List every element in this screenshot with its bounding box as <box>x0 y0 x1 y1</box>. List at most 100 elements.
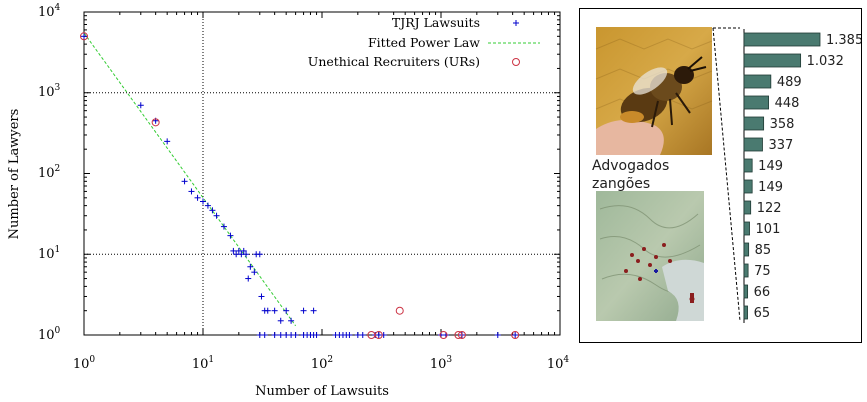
lawsuit-point <box>264 307 271 314</box>
bar-value-label: 75 <box>754 264 771 279</box>
lawsuit-point <box>288 317 295 324</box>
legend: TJRJ Lawsuits Fitted Power Law Unethical… <box>308 15 540 69</box>
lawsuit-point <box>258 293 265 300</box>
x-tick-label: 103 <box>430 355 453 372</box>
caption-line-2: zangões <box>592 176 651 192</box>
lawsuit-point <box>442 332 449 338</box>
x-tick-label: 102 <box>311 355 333 372</box>
lawsuits-loglog-chart: 100 101 102 103 104 100 101 102 103 104 … <box>7 3 570 399</box>
y-tick-label: 101 <box>38 245 60 262</box>
recruiter-point <box>454 331 463 339</box>
y-tick-label: 100 <box>38 326 61 343</box>
lawsuit-point <box>81 33 87 40</box>
ranking-bar <box>743 158 753 173</box>
y-axis-label: Number of Lawyers <box>7 109 22 240</box>
lawsuit-point <box>213 212 220 219</box>
x-axis-label: Number of Lawsuits <box>255 384 389 399</box>
ranking-bar <box>743 242 750 257</box>
bar-value-label: 489 <box>777 75 802 90</box>
lawsuit-point <box>313 332 320 338</box>
lawsuit-point <box>256 251 263 258</box>
lawsuit-point <box>181 178 188 185</box>
connector-lines <box>712 27 741 322</box>
ranking-bar <box>743 74 772 89</box>
y-tick-label: 103 <box>38 83 61 100</box>
inset-artwork: 1.385 1.032 489 448 358 337 149 149 122 101 85 75 66… <box>595 27 862 323</box>
ranking-bar <box>743 53 802 68</box>
bar-value-label: 337 <box>768 138 793 153</box>
ranking-bar <box>743 137 763 152</box>
lawsuit-point <box>243 251 250 258</box>
caption-line-1: Advogados <box>592 158 670 174</box>
lawsuit-point <box>230 247 237 254</box>
x-tick-label: 104 <box>547 355 570 372</box>
legend-symbol-circle <box>512 58 520 66</box>
legend-symbol-plus <box>513 20 519 26</box>
recruiter-point <box>439 331 448 339</box>
data-points <box>80 32 520 339</box>
legend-label-urs: Unethical Recruiters (URs) <box>308 54 480 69</box>
recruiter-point <box>511 331 520 339</box>
lawsuit-point <box>380 332 387 338</box>
lawsuit-point <box>277 332 284 338</box>
ranking-bar <box>743 305 748 320</box>
lawsuit-point <box>271 307 278 314</box>
bar-value-label: 66 <box>754 285 771 300</box>
recruiter-point <box>374 331 383 339</box>
lawsuit-point <box>227 232 234 239</box>
lawsuit-point <box>164 138 171 145</box>
grid-lines <box>84 12 560 335</box>
bee-photo <box>595 27 713 155</box>
lawsuit-point <box>137 102 144 109</box>
fitted-power-law-line <box>83 32 297 327</box>
ranking-bar <box>743 200 752 215</box>
bar-value-label: 448 <box>775 96 800 111</box>
lawsuit-point <box>300 307 307 314</box>
lawsuit-point <box>271 332 278 338</box>
ranking-bar <box>743 179 753 194</box>
ranking-bar <box>743 221 750 236</box>
legend-symbols <box>488 20 540 66</box>
recruiter-point <box>457 331 466 339</box>
bar-value-label: 101 <box>756 222 781 237</box>
lawsuit-point <box>359 332 366 338</box>
y-tick-label: 104 <box>38 3 61 20</box>
x-tick-label: 100 <box>73 355 96 372</box>
lawsuit-point <box>346 332 353 338</box>
lawsuit-point <box>512 332 519 338</box>
legend-label-fitted: Fitted Power Law <box>368 35 480 50</box>
ranking-bar-chart: 1.385 1.032 489 448 358 337 149 149 122 101 85 75 66… <box>743 29 862 323</box>
lawsuit-point <box>194 194 201 201</box>
y-tick-label: 102 <box>38 164 60 181</box>
lawsuit-point <box>220 223 227 230</box>
ranking-bar <box>743 95 769 110</box>
lawsuit-point <box>204 202 211 209</box>
bar-value-label: 85 <box>755 243 772 258</box>
lawsuit-point <box>247 263 254 270</box>
lawsuit-point <box>245 275 252 282</box>
inset-caption: Advogados zangões <box>592 157 712 193</box>
bar-value-label: 65 <box>754 306 771 321</box>
bar-value-label: 149 <box>758 159 783 174</box>
lawsuit-point <box>310 307 317 314</box>
bar-value-label: 122 <box>757 201 782 216</box>
lawsuit-point <box>261 332 268 338</box>
ranking-bar <box>743 32 821 47</box>
recruiter-point <box>395 306 404 315</box>
lawsuit-point <box>277 317 284 324</box>
bar-value-label: 1.385 <box>826 33 862 48</box>
lawsuit-point <box>283 307 290 314</box>
lawsuit-point <box>494 332 501 338</box>
lawsuit-point <box>240 247 247 254</box>
lawsuit-point <box>292 332 299 338</box>
lawsuit-point <box>200 198 206 205</box>
x-tick-label: 101 <box>192 355 214 372</box>
recruiter-point <box>151 118 160 127</box>
lawsuit-point <box>188 188 195 195</box>
map-thumbnail <box>596 191 704 321</box>
recruiter-point <box>80 32 88 41</box>
inset-panel: 1.385 1.032 489 448 358 337 149 149 122 101 85 75 66… <box>579 8 862 343</box>
bar-value-label: 358 <box>770 117 795 132</box>
bar-value-label: 1.032 <box>807 54 844 69</box>
ranking-bar <box>743 116 765 131</box>
